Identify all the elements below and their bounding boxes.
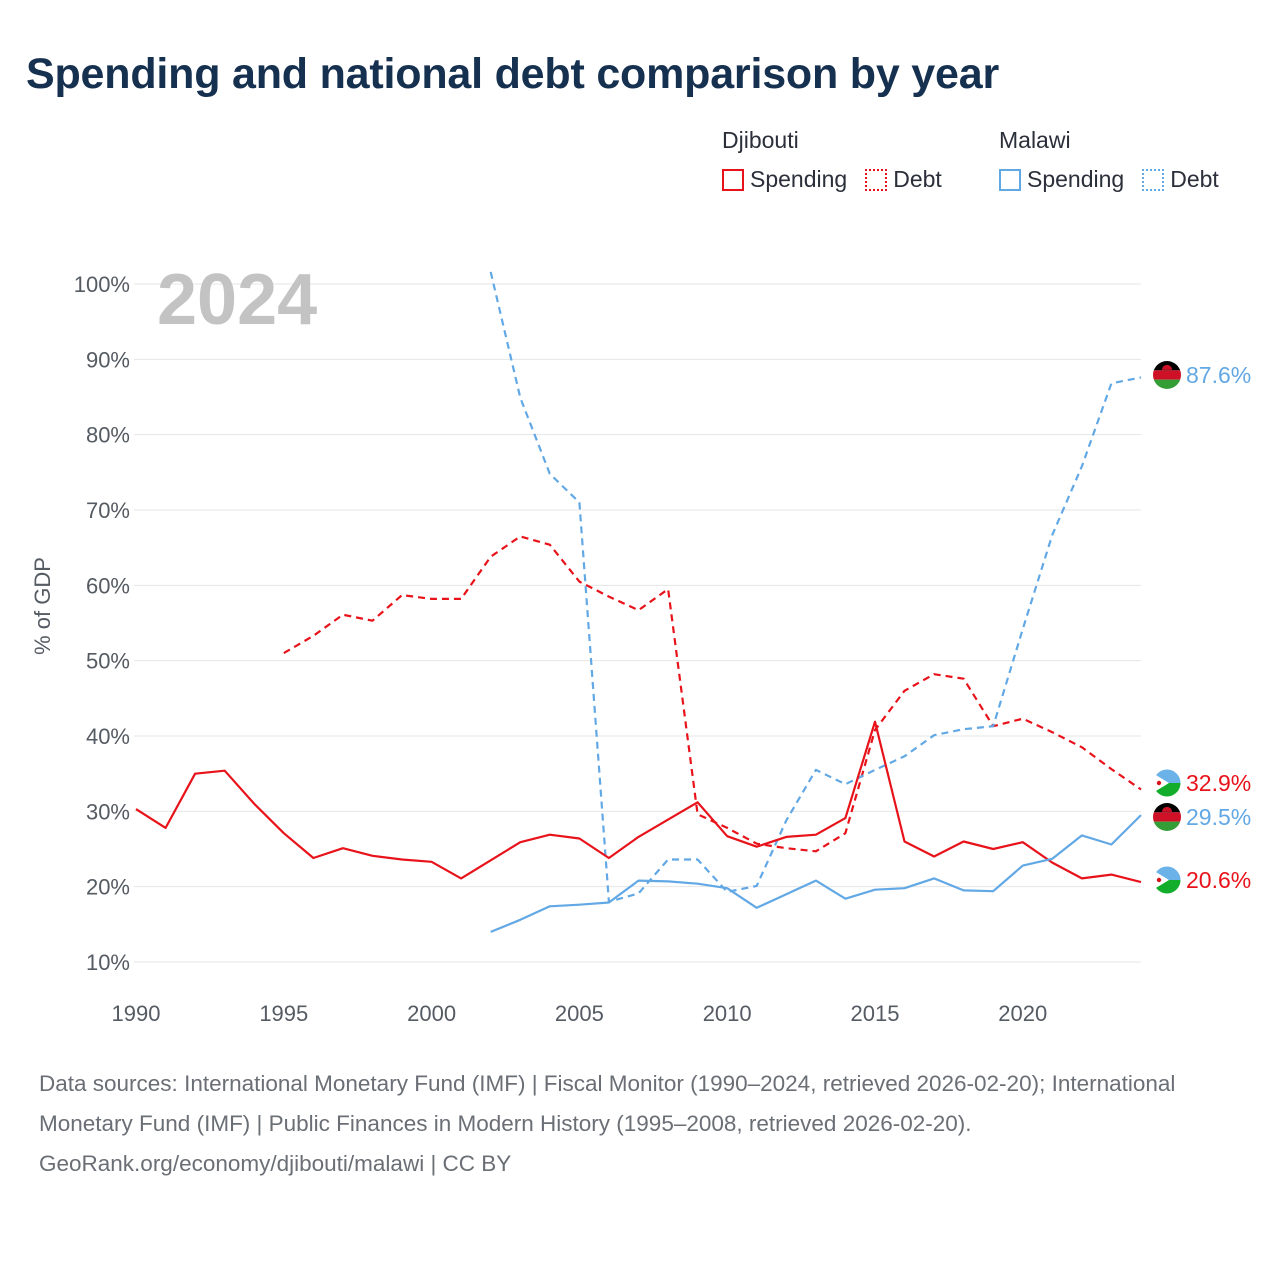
malawi-flag-icon [1153, 803, 1181, 831]
end-value-label: 87.6% [1186, 362, 1251, 388]
year-watermark: 2024 [157, 260, 317, 340]
legend-item-label: Spending [1027, 166, 1125, 192]
y-axis-title: % of GDP [30, 557, 55, 655]
x-tick-label: 2010 [703, 1001, 752, 1026]
x-tick-label: 2020 [998, 1001, 1047, 1026]
legend-country-label: Djibouti [722, 127, 799, 153]
y-tick-label: 100% [74, 272, 130, 297]
legend-swatch-dotted [1142, 168, 1165, 191]
legend-group-djibouti: Djibouti Spending Debt [722, 124, 942, 193]
y-tick-label: 90% [86, 347, 130, 372]
x-tick-label: 2000 [407, 1001, 456, 1026]
legend-country-label: Malawi [999, 127, 1071, 153]
series-line-djibouti-spending[interactable] [135, 720, 1142, 884]
chart-title: Spending and national debt comparison by… [26, 50, 999, 98]
legend-item-malawi-spending[interactable]: Spending [999, 166, 1124, 193]
footer: Data sources: International Monetary Fun… [39, 1064, 1239, 1184]
y-tick-label: 60% [86, 573, 130, 598]
end-value-label: 20.6% [1186, 867, 1251, 893]
credit-line[interactable]: GeoRank.org/economy/djibouti/malawi | CC… [39, 1151, 512, 1176]
legend-item-djibouti-spending[interactable]: Spending [722, 166, 847, 193]
y-tick-label: 30% [86, 799, 130, 824]
end-value-label: 32.9% [1186, 770, 1251, 796]
x-tick-label: 2005 [555, 1001, 604, 1026]
legend-item-label: Spending [750, 166, 848, 192]
legend-item-djibouti-debt[interactable]: Debt [865, 166, 942, 193]
series-line-djibouti-debt[interactable] [283, 535, 1142, 853]
djibouti-flag-icon [1152, 768, 1182, 798]
end-value-label: 29.5% [1186, 804, 1251, 830]
x-tick-label: 2015 [850, 1001, 899, 1026]
series-line-malawi-spending[interactable] [490, 814, 1142, 933]
series-line-malawi-debt[interactable] [489, 271, 1142, 903]
legend-group-malawi: Malawi Spending Debt [999, 124, 1219, 193]
legend-swatch-solid [999, 168, 1021, 191]
y-tick-label: 20% [86, 875, 130, 900]
x-tick-label: 1990 [112, 1001, 161, 1026]
legend-item-label: Debt [893, 166, 942, 192]
y-tick-label: 10% [86, 950, 130, 975]
legend-swatch-solid [722, 168, 744, 191]
djibouti-flag-icon [1152, 865, 1182, 895]
y-tick-label: 50% [86, 649, 130, 674]
y-tick-label: 80% [86, 423, 130, 448]
legend-swatch-dotted [865, 168, 888, 191]
y-tick-label: 40% [86, 724, 130, 749]
line-chart: 10% 20% 30% 40% 50% 60% 70% 80% 90% 100% 1990 1995 2… [30, 260, 1251, 1026]
data-sources: Data sources: International Monetary Fun… [39, 1071, 1176, 1136]
y-tick-label: 70% [86, 498, 130, 523]
legend-item-label: Debt [1170, 166, 1219, 192]
legend-item-malawi-debt[interactable]: Debt [1142, 166, 1219, 193]
malawi-flag-icon [1153, 361, 1181, 389]
x-tick-label: 1995 [259, 1001, 308, 1026]
